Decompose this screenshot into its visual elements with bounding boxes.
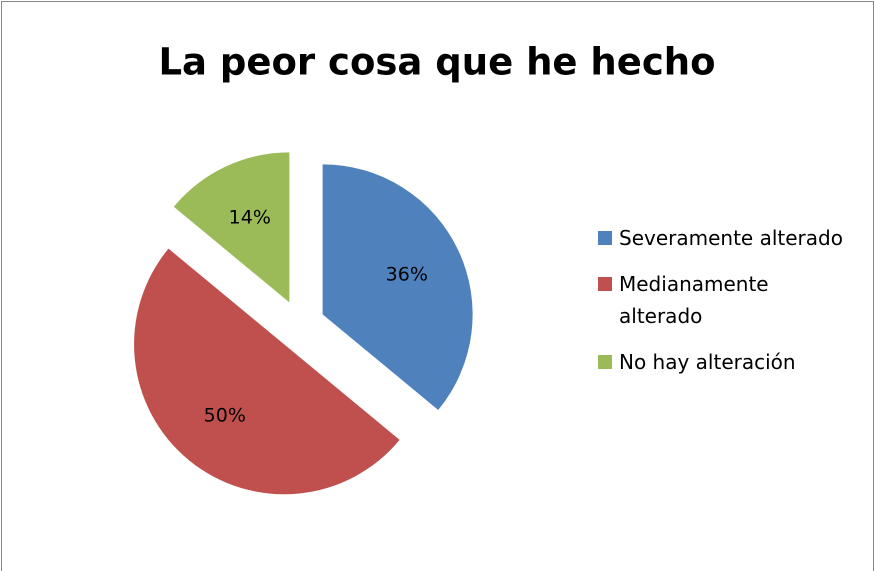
chart-title: La peor cosa que he hecho bbox=[158, 41, 715, 84]
data-label: 36% bbox=[386, 263, 428, 285]
legend-item: Medianamente alterado bbox=[598, 268, 868, 332]
pie: 36% 50% 14% bbox=[134, 152, 473, 495]
legend-label: Severamente alterado bbox=[619, 226, 843, 250]
legend-label: No hay alteración bbox=[619, 350, 796, 374]
legend-swatch bbox=[598, 231, 612, 245]
legend: Severamente alterado Medianamente alterad… bbox=[598, 222, 868, 392]
pie-slice bbox=[173, 152, 290, 303]
legend-swatch bbox=[598, 277, 612, 291]
data-label: 50% bbox=[204, 404, 246, 426]
pie-slice bbox=[134, 248, 400, 495]
legend-swatch bbox=[598, 355, 612, 369]
legend-item: No hay alteración bbox=[598, 346, 868, 378]
legend-label: Medianamente alterado bbox=[619, 272, 769, 328]
data-label: 14% bbox=[229, 207, 271, 229]
legend-item: Severamente alterado bbox=[598, 222, 868, 254]
pie-slice bbox=[322, 164, 473, 410]
